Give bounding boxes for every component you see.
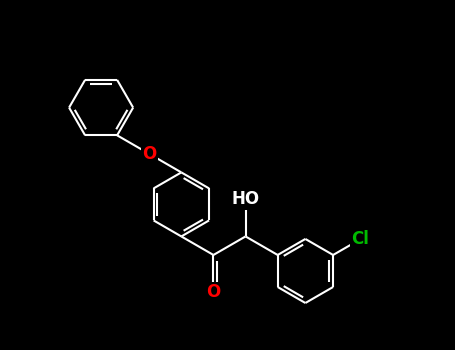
Text: HO: HO xyxy=(232,190,260,208)
Text: O: O xyxy=(206,283,221,301)
Text: Cl: Cl xyxy=(351,230,369,248)
Text: O: O xyxy=(142,145,157,163)
